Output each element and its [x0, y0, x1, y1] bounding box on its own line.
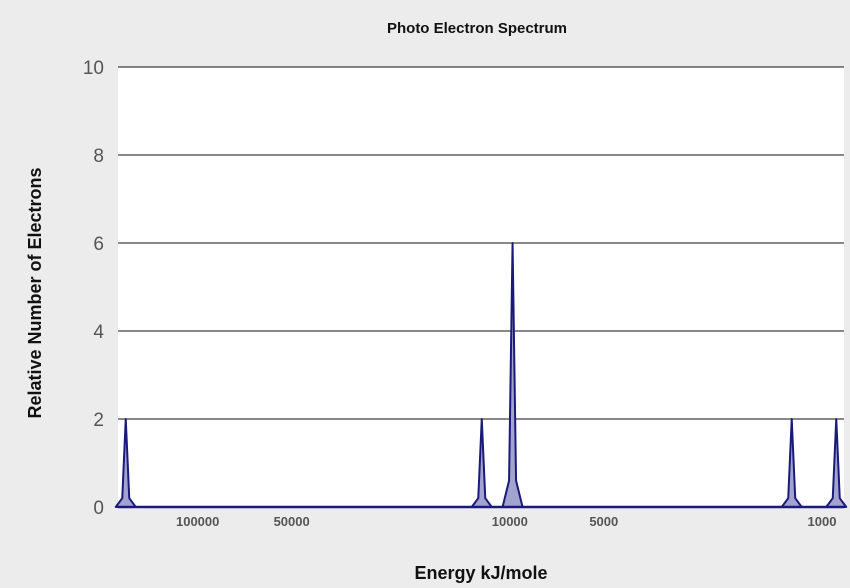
- y-tick-label: 6: [93, 234, 104, 255]
- x-axis-title: Energy kJ/mole: [414, 563, 547, 583]
- y-axis-title: Relative Number of Electrons: [25, 167, 45, 418]
- y-axis: 0 2 4 6 8 10: [83, 58, 105, 519]
- y-tick-label: 4: [93, 322, 104, 343]
- series-layer: [114, 242, 848, 509]
- x-axis: 100000 50000 10000 5000 1000: [176, 514, 836, 529]
- chart-title: Photo Electron Spectrum: [387, 20, 567, 37]
- x-tick-label: 100000: [176, 514, 219, 529]
- y-tick-label: 10: [83, 58, 104, 79]
- y-tick-label: 0: [93, 498, 104, 519]
- x-tick-label: 5000: [589, 514, 618, 529]
- y-tick-label: 2: [93, 410, 104, 431]
- x-tick-label: 50000: [274, 514, 310, 529]
- x-tick-label: 1000: [808, 514, 837, 529]
- y-tick-label: 8: [93, 146, 104, 167]
- x-tick-label: 10000: [492, 514, 528, 529]
